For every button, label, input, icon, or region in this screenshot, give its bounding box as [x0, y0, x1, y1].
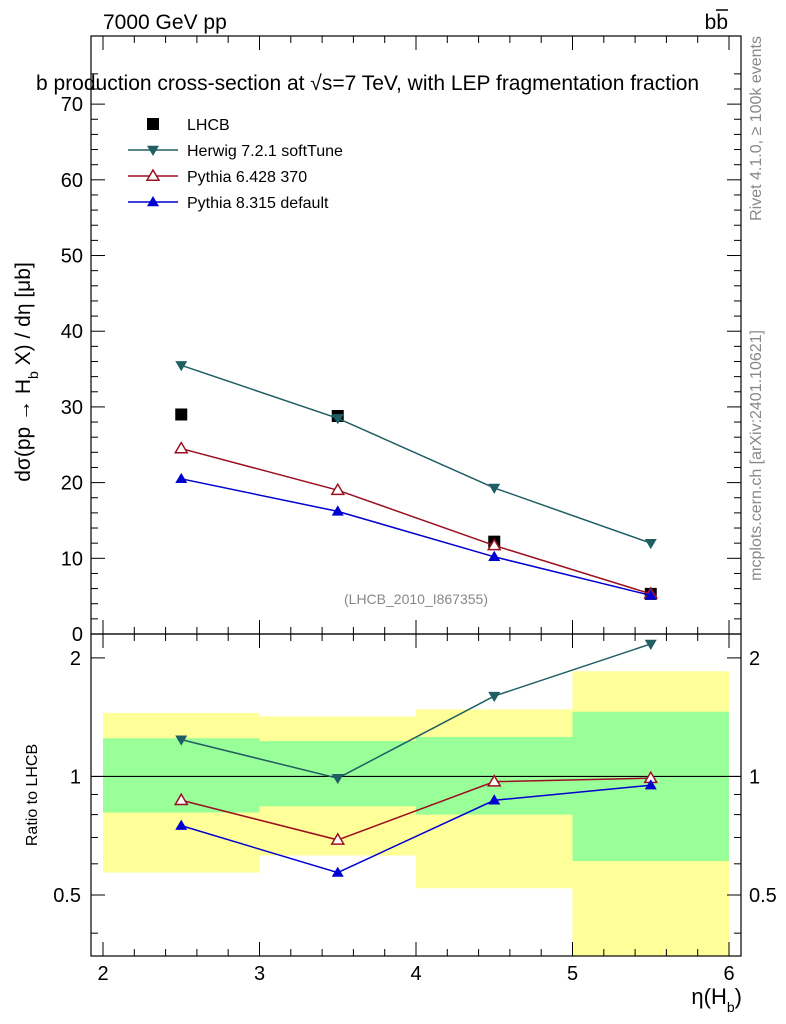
data-point [486, 537, 502, 551]
y-tick-label: 0 [72, 624, 83, 646]
mcplots-label: mcplots.cern.ch [arXiv:2401.10621] [748, 330, 765, 581]
y-tick-label: 20 [61, 473, 83, 495]
x-axis-label: η(Hb) [691, 984, 742, 1015]
ratio-point [486, 774, 502, 787]
y-tick-label: 60 [61, 170, 83, 192]
chart-title: b production cross-section at √s=7 TeV, … [36, 72, 699, 95]
header-process: bb [705, 11, 728, 34]
ratio-series [173, 639, 659, 877]
rivet-label: Rivet 4.1.0, ≥ 100k events [748, 36, 765, 221]
ratio-y-label: Ratio to LHCB [24, 744, 41, 846]
y-tick-label: 50 [61, 246, 83, 268]
data-point [488, 483, 501, 494]
series-line-3 [181, 478, 651, 597]
ratio-axes: 0.5 0.5 1 1 2 2 2 3 4 5 6 [53, 633, 777, 985]
legend-marker [147, 196, 159, 207]
series-line-1 [181, 364, 651, 544]
header-energy: 7000 GeV pp [103, 11, 227, 34]
ratio-point [644, 639, 657, 650]
data-point [173, 441, 189, 454]
ratio-point [331, 866, 344, 877]
ratio-point [175, 819, 188, 830]
x-tick-label: 3 [254, 963, 265, 985]
watermark-label: (LHCB_2010_I867355) [344, 591, 488, 607]
ratio-panel: 0.5 0.5 1 1 2 2 2 3 4 5 6 Ratio to LHCB η(Hb) [24, 633, 777, 1015]
ratio-point [488, 691, 501, 703]
ratio-y-tick-label-right: 2 [749, 648, 760, 670]
ratio-point [330, 832, 346, 845]
main-series [173, 361, 659, 600]
ratio-point [331, 773, 344, 785]
data-point [331, 414, 344, 425]
legend-entry: Pythia 6.428 370 [187, 169, 307, 186]
data-point [644, 589, 657, 600]
ratio-point [175, 735, 188, 746]
y-tick-label: 10 [61, 548, 83, 570]
legend-entry: Herwig 7.2.1 softTune [187, 143, 343, 160]
data-point [175, 361, 188, 372]
ratio-point [488, 794, 501, 805]
y-tick-label: 30 [61, 397, 83, 419]
ratio-y-tick-label: 2 [70, 648, 81, 670]
ratio-y-tick-label: 0.5 [53, 885, 81, 907]
x-tick-label: 2 [97, 963, 108, 985]
data-point [488, 550, 501, 561]
data-point [331, 505, 344, 516]
ratio-y-tick-label-right: 0.5 [749, 885, 777, 907]
legend-entry: LHCB [187, 117, 230, 134]
main-panel: b production cross-section at √s=7 TeV, … [12, 35, 742, 646]
legend-marker [145, 168, 161, 181]
x-axis-label-text: η(Hb) [691, 984, 742, 1015]
y-axis-label: dσ(pp → Hb X) / dη [μb] [12, 262, 41, 482]
x-tick-label: 6 [723, 963, 734, 985]
ratio-point [644, 779, 657, 790]
ratio-point [173, 792, 189, 806]
y-tick-label: 40 [61, 321, 83, 343]
band-green [259, 741, 416, 807]
series-line-2 [181, 447, 651, 595]
ratio-y-tick-label-right: 1 [749, 766, 760, 788]
y-axis-label-text: dσ(pp → Hb X) / dη [μb] [12, 262, 41, 482]
ratio-line-1 [181, 777, 651, 841]
data-point [330, 482, 346, 496]
data-point [175, 408, 188, 421]
y-tick-label: 70 [61, 94, 83, 116]
x-tick-label: 5 [567, 963, 578, 985]
data-point [175, 472, 188, 484]
data-point [644, 538, 657, 550]
ratio-line-0 [181, 643, 651, 779]
ratio-uncertainty-bands [91, 671, 741, 956]
ratio-line-2 [181, 784, 651, 874]
legend-entry: Pythia 8.315 default [187, 195, 329, 212]
main-axes: 0 10 20 30 40 50 60 70 [61, 35, 742, 646]
legend: LHCB Herwig 7.2.1 softTune Pythia 6.428 37… [128, 117, 343, 212]
legend-marker [147, 118, 159, 130]
legend-marker [147, 145, 159, 156]
x-tick-label: 4 [410, 963, 421, 985]
ratio-y-tick-label: 1 [70, 766, 81, 788]
